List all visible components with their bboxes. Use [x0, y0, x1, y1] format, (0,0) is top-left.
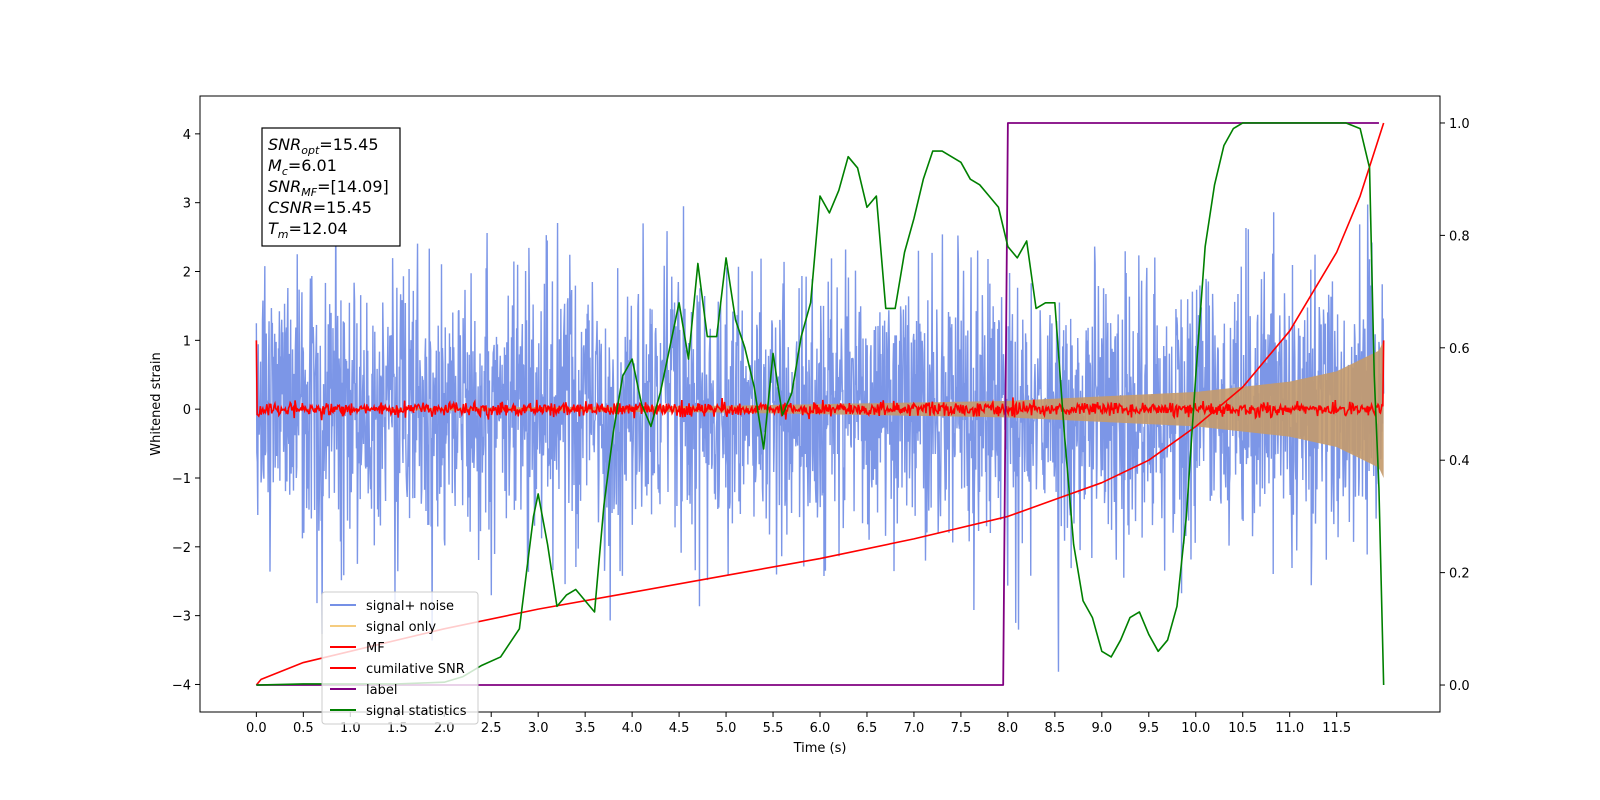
legend-label: cumilative SNR: [366, 662, 465, 677]
annotation-line: Mc=6.01: [268, 156, 337, 178]
y-axis-left: −4 −3 −2 −1 0 1 2 3 4: [172, 128, 200, 693]
x-tick-label: 9.0: [1091, 721, 1112, 736]
x-tick-label: 8.0: [998, 721, 1019, 736]
x-axis: 0.0 0.5 1.0 1.5 2.0 2.5 3.0 3.5 4.0 4.5 5.0 5.5 6.0 6…: [246, 712, 1351, 736]
x-tick-label: 4.5: [669, 721, 690, 736]
y2-tick-label: 0.0: [1449, 679, 1470, 694]
y2-tick-label: 0.2: [1449, 567, 1470, 582]
y-tick-label: 1: [183, 334, 191, 349]
annotation-box: SNRopt=15.45Mc=6.01SNRMF=[14.09]CSNR=15.…: [261, 127, 401, 247]
annotation-line: CSNR=15.45: [268, 198, 372, 217]
legend-label: signal+ noise: [366, 599, 454, 614]
y-tick-label: −2: [172, 541, 191, 556]
legend-frame: [321, 591, 479, 725]
x-tick-label: 6.5: [857, 721, 878, 736]
y-axis-title: Whitened strain: [149, 352, 164, 455]
y-tick-label: −1: [172, 472, 191, 487]
y-tick-label: −3: [172, 610, 191, 625]
y2-tick-label: 0.6: [1449, 342, 1470, 357]
x-tick-label: 11.5: [1322, 721, 1351, 736]
annotation-line: SNRopt=15.45: [268, 135, 379, 157]
x-tick-label: 8.5: [1045, 721, 1066, 736]
x-tick-label: 11.0: [1275, 721, 1304, 736]
x-tick-label: 1.0: [340, 721, 361, 736]
x-tick-label: 7.5: [951, 721, 972, 736]
legend-label: signal only: [366, 620, 436, 635]
x-tick-label: 2.5: [481, 721, 502, 736]
x-tick-label: 10.5: [1228, 721, 1257, 736]
series-signal-statistics: [256, 122, 1385, 686]
annotation-line: SNRMF=[14.09]: [268, 177, 389, 199]
series-layer: [255, 122, 1385, 686]
x-tick-label: 9.5: [1138, 721, 1159, 736]
series-signal-only: [256, 340, 1384, 478]
series-label: [256, 122, 1379, 686]
y-tick-label: 3: [183, 197, 191, 212]
x-tick-label: 0.5: [293, 721, 314, 736]
x-tick-label: 5.0: [716, 721, 737, 736]
y2-tick-label: 0.4: [1449, 454, 1470, 469]
x-tick-label: 3.0: [528, 721, 549, 736]
x-tick-label: 5.5: [763, 721, 784, 736]
y-tick-label: 2: [183, 266, 191, 281]
y-tick-label: 0: [183, 403, 191, 418]
y-axis-right: 0.0 0.2 0.4 0.6 0.8 1.0: [1440, 117, 1470, 694]
y2-tick-label: 0.8: [1449, 229, 1470, 244]
x-tick-label: 0.0: [246, 721, 267, 736]
x-tick-label: 10.0: [1181, 721, 1210, 736]
annotation-line: Tm=12.04: [268, 219, 348, 241]
x-tick-label: 6.0: [810, 721, 831, 736]
x-axis-title: Time (s): [793, 741, 847, 756]
x-tick-label: 2.0: [434, 721, 455, 736]
x-tick-label: 7.0: [904, 721, 925, 736]
annotation-frame: [261, 127, 401, 247]
x-tick-label: 3.5: [575, 721, 596, 736]
x-tick-label: 1.5: [387, 721, 408, 736]
series-cumulative-snr: [255, 122, 1385, 686]
legend-label: signal statistics: [366, 704, 467, 719]
y2-tick-label: 1.0: [1449, 117, 1470, 132]
y-tick-label: 4: [183, 128, 191, 143]
series-mf: [255, 340, 1385, 421]
legend-label: label: [366, 683, 397, 698]
legend: signal+ noise signal only MF cumilative SNR…: [321, 591, 479, 725]
x-tick-label: 4.0: [622, 721, 643, 736]
y-tick-label: −4: [172, 678, 191, 693]
legend-label: MF: [366, 641, 385, 656]
